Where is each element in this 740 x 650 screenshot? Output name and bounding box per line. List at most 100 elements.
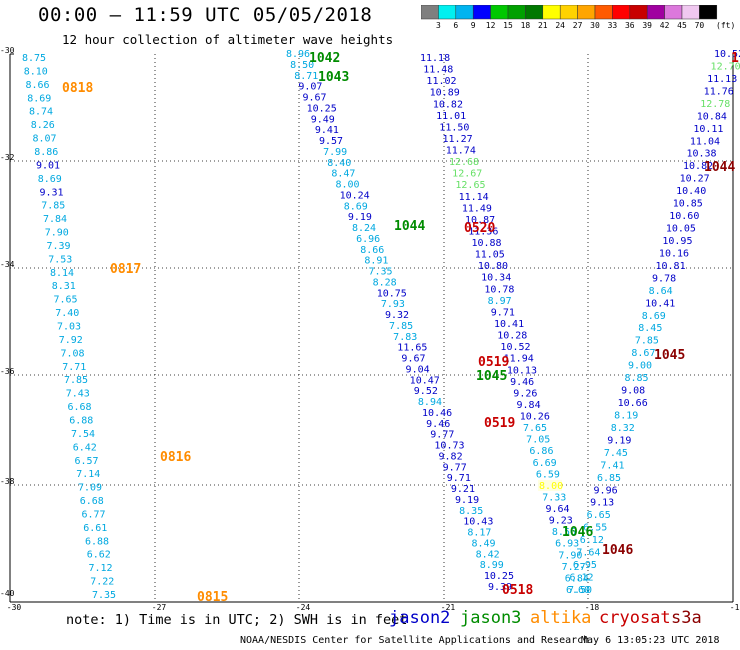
wave-height-value: 10.34 [481, 273, 511, 284]
wave-height-value: 10.41 [494, 319, 524, 330]
wave-height-value: 9.00 [628, 361, 652, 372]
wave-height-value: 10.38 [686, 149, 716, 160]
wave-height-value: 7.85 [635, 336, 659, 347]
wave-height-value: 8.35 [459, 506, 483, 517]
wave-height-value: 10.73 [434, 441, 464, 452]
wave-height-value: 8.96 [286, 49, 310, 60]
wave-height-color-scale [421, 5, 718, 20]
wave-height-value: 8.69 [642, 311, 666, 322]
wave-height-value: 6.85 [597, 473, 621, 484]
latitude-label: -36 [0, 367, 15, 376]
wave-height-value: 7.71 [62, 362, 86, 373]
wave-height-value: 7.14 [76, 469, 100, 480]
wave-height-value: 10.41 [645, 298, 675, 309]
wave-height-value: 8.42 [476, 549, 500, 560]
wave-height-value: 8.32 [611, 423, 635, 434]
pass-time-label: 0818 [62, 81, 93, 96]
latitude-label: -38 [0, 477, 15, 486]
wave-height-value: 10.85 [673, 199, 703, 210]
wave-height-value: 8.86 [34, 147, 58, 158]
longitude-label: -27 [151, 603, 167, 612]
wave-height-value: 11.76 [704, 86, 734, 97]
wave-height-value: 10.52 [714, 49, 740, 60]
highlight-box [538, 479, 563, 491]
wave-height-value: 10.24 [340, 190, 370, 201]
wave-height-value: 7.35 [92, 590, 116, 601]
wave-height-value: 8.47 [331, 169, 355, 180]
wave-height-value: 8.74 [29, 107, 53, 118]
wave-height-value: 6.69 [533, 458, 557, 469]
scale-tick-label: 70 [694, 21, 705, 30]
latitude-label: -40 [0, 589, 15, 598]
wave-height-value: 7.03 [57, 322, 81, 333]
wave-height-value: 10.75 [377, 288, 407, 299]
wave-height-value: 11.48 [423, 65, 453, 76]
wave-height-value: 8.66 [26, 80, 50, 91]
wave-height-value: 9.49 [311, 114, 335, 125]
wave-height-value: 10.66 [618, 398, 648, 409]
wave-height-value: 11.49 [462, 203, 492, 214]
wave-height-value: 10.95 [662, 236, 692, 247]
wave-height-value: 11.05 [475, 250, 505, 261]
pass-time-label: 0817 [110, 262, 141, 277]
wave-height-value: 6.12 [569, 573, 593, 584]
wave-height-value: 9.07 [298, 82, 322, 93]
scale-tick-label: 27 [572, 21, 583, 30]
footer-note: note: 1) Time is in UTC; 2) SWH is in fe… [66, 612, 408, 628]
wave-height-value: 6.59 [536, 469, 560, 480]
legend-cryosat: cryosat [599, 608, 671, 628]
wave-height-value: 9.46 [426, 419, 450, 430]
wave-height-value: 8.69 [344, 201, 368, 212]
pass-time-label: 1042 [309, 51, 340, 66]
wave-height-value: 10.82 [683, 161, 713, 172]
wave-height-value: 10.13 [507, 365, 537, 376]
wave-height-value: 10.28 [497, 331, 527, 342]
wave-height-value: 10.26 [520, 412, 550, 423]
wave-height-value: 9.71 [491, 307, 515, 318]
map-subtitle: 12 hour collection of altimeter wave hei… [62, 32, 394, 47]
wave-height-value: 9.46 [510, 377, 534, 388]
wave-height-value: 10.47 [410, 375, 440, 386]
wave-height-value: 7.85 [64, 375, 88, 386]
wave-height-value: 10.78 [484, 284, 514, 295]
wave-height-value: 7.93 [381, 299, 405, 310]
wave-height-value: 6.96 [356, 234, 380, 245]
wave-height-value: 8.45 [638, 323, 662, 334]
wave-height-value: 8.40 [327, 158, 351, 169]
wave-height-value: 7.83 [393, 332, 417, 343]
pass-time-label: 0520 [464, 221, 495, 236]
wave-height-value: 6.42 [73, 442, 97, 453]
wave-height-value: 9.04 [406, 364, 430, 375]
wave-height-value: 11.36 [468, 226, 498, 237]
wave-height-value: 10.43 [463, 517, 493, 528]
wave-height-value: 11.94 [504, 354, 534, 365]
wave-height-value: 8.75 [22, 53, 46, 64]
wave-height-value: 7.54 [71, 429, 95, 440]
wave-height-value: 8.56 [552, 527, 576, 538]
wave-height-value: 7.53 [48, 254, 72, 265]
scale-tick-label: 24 [555, 21, 566, 30]
wave-height-value: 8.10 [24, 66, 48, 77]
wave-height-value: 8.85 [625, 373, 649, 384]
wave-height-value: 8.14 [50, 268, 74, 279]
wave-height-value: 6.61 [83, 523, 107, 534]
wave-height-value: 8.66 [360, 245, 384, 256]
pass-time-label: 0816 [160, 450, 191, 465]
pass-time-label: 1044 [704, 160, 735, 175]
wave-height-value: 11.14 [459, 192, 489, 203]
wave-height-value: 8.28 [373, 277, 397, 288]
wave-height-value: 10.25 [484, 571, 514, 582]
pass-time-label: 1045 [654, 348, 685, 363]
scale-tick-label: 15 [503, 21, 513, 30]
wave-height-value: 10.60 [669, 211, 699, 222]
wave-height-value: 7.05 [526, 435, 550, 446]
wave-height-value: 9.41 [315, 125, 339, 136]
wave-height-value: 9.21 [451, 484, 475, 495]
wave-height-value: 9.64 [545, 504, 569, 515]
wave-height-value: 8.24 [352, 223, 376, 234]
wave-height-value: 11.13 [707, 74, 737, 85]
pass-time-label: 1046 [562, 525, 593, 540]
wave-height-value: 9.32 [385, 310, 409, 321]
footer-timestamp: May 6 13:05:23 UTC 2018 [581, 635, 720, 646]
